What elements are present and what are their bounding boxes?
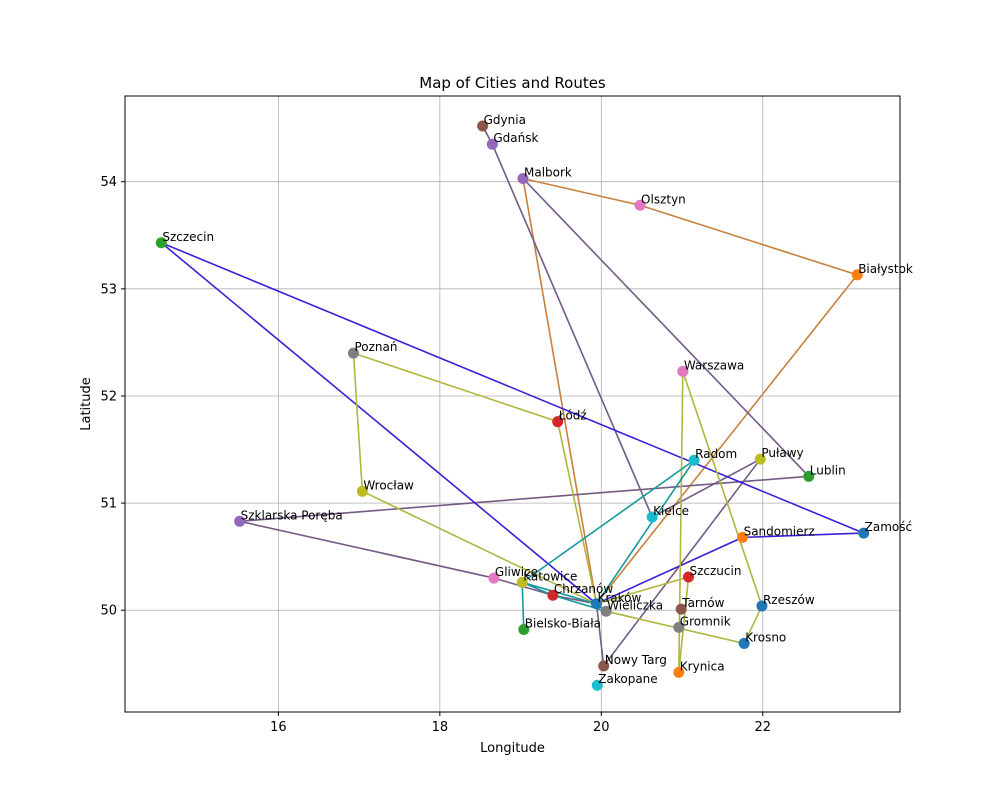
city-point xyxy=(591,679,603,691)
x-tick-label: 20 xyxy=(593,720,610,735)
city-label: Zamość xyxy=(865,520,912,534)
city-point xyxy=(518,624,530,636)
axis-ticks: 16 18 20 22 50 51 52 53 54 xyxy=(100,175,771,735)
city-label: Lublin xyxy=(810,463,846,477)
city-labels: Gdynia Gdańsk Malbork Olsztyn Szczecin Białys… xyxy=(162,113,913,686)
city-point xyxy=(682,571,694,583)
city-point xyxy=(477,120,489,132)
y-tick-label: 52 xyxy=(100,389,117,404)
city-label: Katowice xyxy=(523,569,577,583)
city-label: Gdańsk xyxy=(493,131,538,145)
city-label: Szczucin xyxy=(689,564,741,578)
city-label: Gliwice xyxy=(495,565,538,579)
city-point xyxy=(600,605,612,617)
city-label: Radom xyxy=(695,447,737,461)
city-label: Poznań xyxy=(354,340,397,354)
route-line xyxy=(595,370,763,674)
city-label: Malbork xyxy=(524,165,572,179)
y-tick-label: 51 xyxy=(100,497,117,512)
y-axis-label: Latitude xyxy=(79,377,94,431)
city-point xyxy=(234,515,246,527)
city-point xyxy=(347,347,359,359)
city-point xyxy=(737,531,749,543)
y-tick-label: 54 xyxy=(100,175,117,190)
x-tick-label: 18 xyxy=(432,720,449,735)
city-point xyxy=(756,600,768,612)
city-point xyxy=(598,660,610,672)
x-tick-label: 16 xyxy=(270,720,287,735)
city-label: Krynica xyxy=(680,659,725,673)
y-tick-label: 50 xyxy=(100,604,117,619)
city-label: Łódź xyxy=(558,409,587,423)
city-point xyxy=(677,365,689,377)
city-point xyxy=(675,603,687,615)
city-point xyxy=(155,237,167,249)
city-point xyxy=(646,511,658,523)
city-point xyxy=(552,416,564,428)
city-label: Wieliczka xyxy=(607,598,663,612)
city-label: Nowy Targ xyxy=(605,653,667,667)
city-label: Olsztyn xyxy=(641,192,686,206)
city-point xyxy=(517,172,529,184)
x-axis-label: Longitude xyxy=(480,741,545,756)
city-label: Kraków xyxy=(597,591,641,605)
city-label: Wrocław xyxy=(363,478,414,492)
city-point xyxy=(673,621,685,633)
city-label: Chrzanów xyxy=(554,582,614,596)
chart-title: Map of Cities and Routes xyxy=(419,74,606,92)
city-point xyxy=(356,485,368,497)
city-point xyxy=(547,589,559,601)
city-label: Gromnik xyxy=(680,614,731,628)
city-point xyxy=(486,138,498,150)
city-label: Puławy xyxy=(761,446,803,460)
city-label: Gdynia xyxy=(484,113,526,127)
city-label: Tarnów xyxy=(681,596,724,610)
city-point xyxy=(590,598,602,610)
city-point xyxy=(858,527,870,539)
city-label: Szklarska Poręba xyxy=(241,508,343,522)
city-label: Białystok xyxy=(858,262,913,276)
city-point xyxy=(673,666,685,678)
city-point xyxy=(738,637,750,649)
city-label: Zakopane xyxy=(598,672,657,686)
city-point xyxy=(803,470,815,482)
city-point xyxy=(754,453,766,465)
city-label: Sandomierz xyxy=(744,524,815,538)
city-point xyxy=(688,454,700,466)
city-label: Rzeszów xyxy=(763,593,815,607)
city-point xyxy=(851,269,863,281)
city-point xyxy=(488,572,500,584)
city-label: Kielce xyxy=(653,504,689,518)
city-label: Bielsko-Biała xyxy=(525,617,601,631)
plot-area-frame xyxy=(124,95,901,713)
city-point xyxy=(634,199,646,211)
grid-lines xyxy=(125,96,900,712)
y-tick-label: 53 xyxy=(100,282,117,297)
city-label: Szczecin xyxy=(162,230,214,244)
city-point xyxy=(516,576,528,588)
city-points xyxy=(155,120,870,691)
city-label: Warszawa xyxy=(684,358,744,372)
city-label: Krosno xyxy=(745,630,786,644)
x-tick-label: 22 xyxy=(754,720,771,735)
